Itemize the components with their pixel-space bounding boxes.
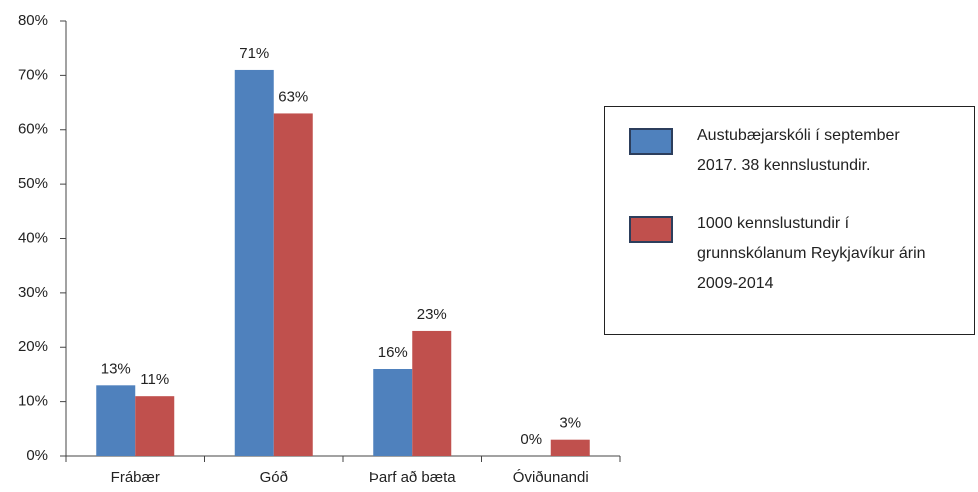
bar — [96, 385, 136, 456]
legend-label: 1000 kennslustundir í grunnskólanum Reyk… — [697, 215, 926, 292]
x-tick-label: Frábær — [111, 469, 160, 486]
y-tick-label: 0% — [26, 447, 48, 464]
legend-label: Austubæjarskóli í september 2017. 38 ken… — [697, 127, 900, 174]
bar — [550, 439, 590, 456]
bar — [135, 396, 175, 456]
value-label: 23% — [417, 306, 447, 323]
value-label: 13% — [101, 360, 131, 377]
legend-swatch — [629, 216, 673, 243]
y-tick-label: 60% — [18, 121, 48, 138]
y-tick-label: 10% — [18, 393, 48, 410]
y-tick-label: 40% — [18, 229, 48, 246]
y-tick-label: 50% — [18, 175, 48, 192]
x-tick-label: Óviðunandi — [513, 469, 589, 486]
bar — [412, 330, 452, 456]
value-label: 0% — [520, 431, 542, 448]
value-label: 71% — [239, 45, 269, 62]
value-label: 16% — [378, 344, 408, 361]
bar — [373, 369, 413, 456]
legend: Austubæjarskóli í september 2017. 38 ken… — [604, 106, 975, 335]
y-tick-label: 20% — [18, 338, 48, 355]
legend-swatch — [629, 128, 673, 155]
y-tick-label: 30% — [18, 284, 48, 301]
bar — [273, 113, 313, 456]
value-label: 3% — [559, 415, 581, 432]
x-tick-label: Góð — [260, 469, 288, 486]
value-label: 11% — [140, 371, 169, 388]
bar — [234, 69, 274, 456]
x-tick-label: Þarf að bæta — [369, 469, 456, 486]
y-tick-label: 80% — [18, 12, 48, 29]
value-label: 63% — [278, 88, 308, 105]
y-tick-label: 70% — [18, 66, 48, 83]
